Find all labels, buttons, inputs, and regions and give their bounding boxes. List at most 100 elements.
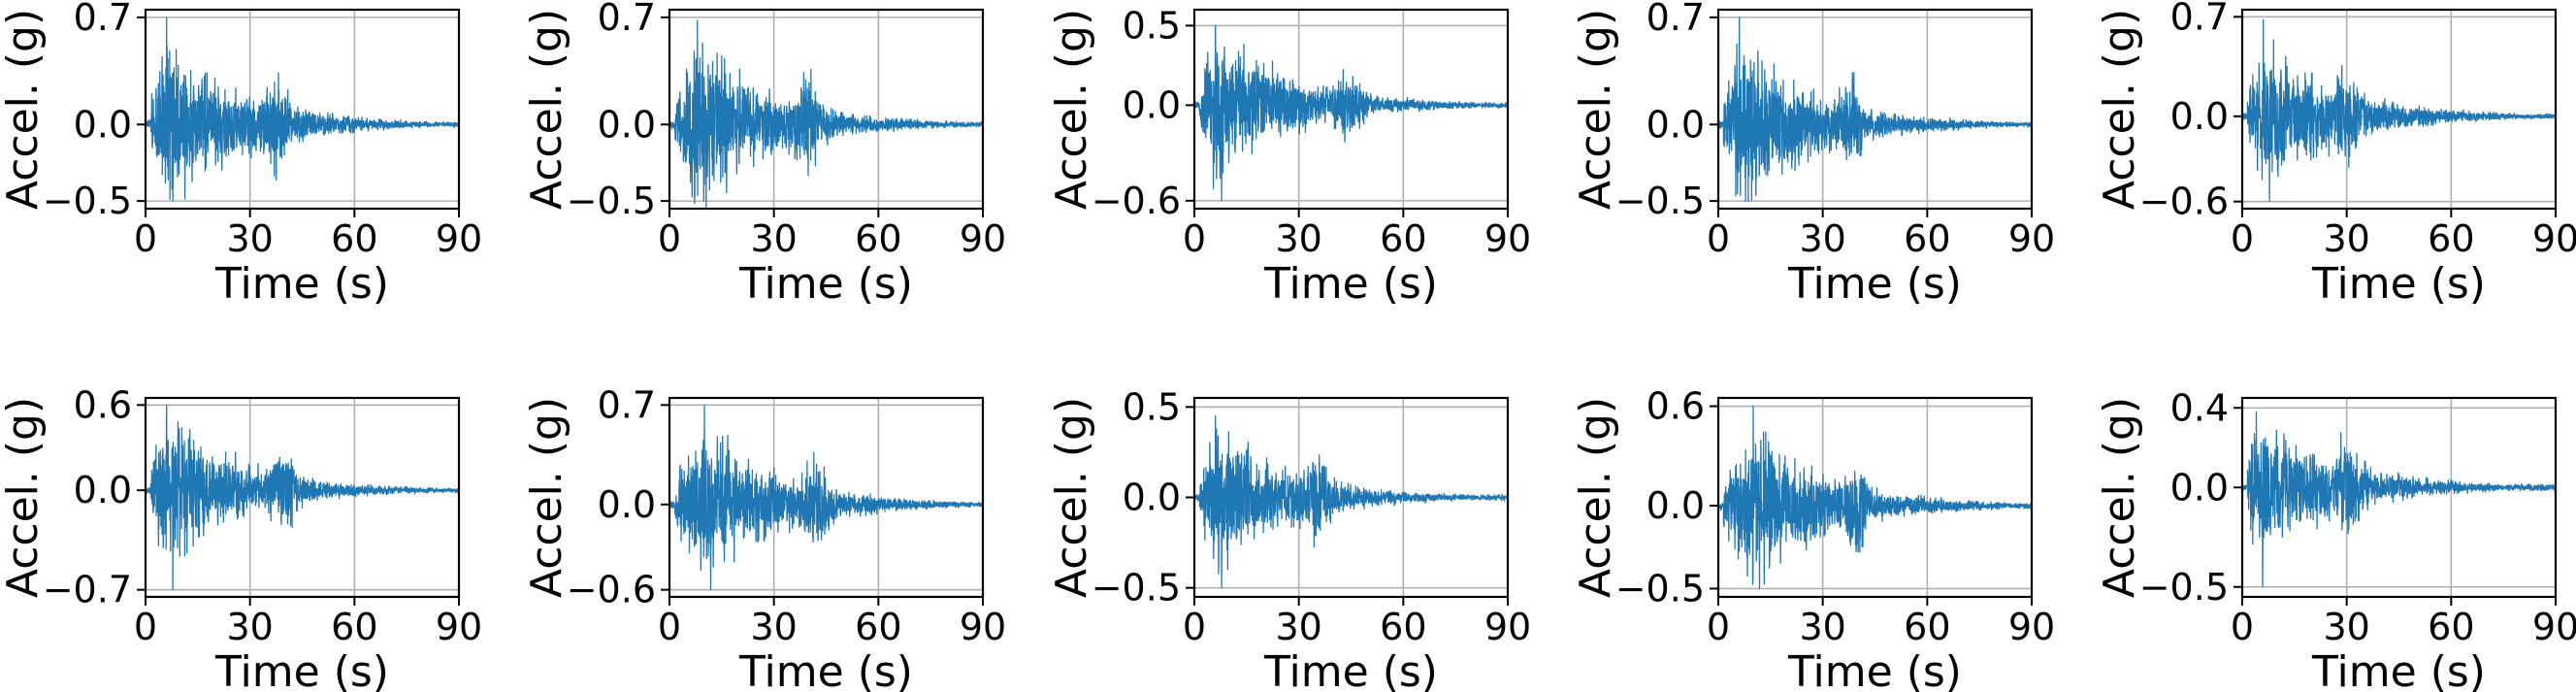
- y-tick-label: −0.6: [1092, 180, 1181, 222]
- x-tick-label: 60: [331, 217, 377, 260]
- acceleration-series: [145, 404, 460, 591]
- acceleration-series: [145, 16, 460, 202]
- x-axis-label: Time (s): [214, 259, 389, 309]
- y-axis-label: Accel. (g): [0, 9, 48, 210]
- plot-frame: [2240, 8, 2558, 211]
- y-axis-label: Accel. (g): [1047, 397, 1096, 598]
- x-tick-label: 90: [2532, 217, 2576, 260]
- x-tick-label: 0: [1707, 606, 1730, 648]
- y-tick-label: 0.0: [2170, 466, 2229, 509]
- x-tick-label: 0: [2231, 606, 2254, 648]
- x-tick-label: 0: [2231, 217, 2254, 260]
- y-axis-label: Accel. (g): [0, 397, 48, 598]
- y-tick-label: 0.0: [1647, 484, 1705, 527]
- y-tick-label: −0.5: [1092, 567, 1181, 610]
- x-tick-label: 60: [331, 606, 377, 648]
- y-tick-label: −0.7: [43, 569, 132, 611]
- y-tick-label: 0.4: [2170, 386, 2229, 429]
- x-tick-label: 90: [1484, 217, 1531, 260]
- x-tick-label: 0: [134, 606, 157, 648]
- y-tick-label: 0.0: [598, 483, 656, 526]
- subplot-10: 0 30 60 90 −0.5 0.0 0.4 Time (s) Accel. (g): [2095, 386, 2576, 692]
- x-axis-label: Time (s): [1263, 259, 1438, 309]
- subplot-4: 0 30 60 90 −0.5 0.0 0.7 Time (s) Accel. (g): [1571, 0, 2055, 309]
- y-tick-label: 0.7: [1647, 0, 1705, 39]
- subplot-2: 0 30 60 90 −0.5 0.0 0.7 Time (s) Accel. (g): [522, 0, 1006, 309]
- y-axis-label: Accel. (g): [1047, 9, 1096, 210]
- x-tick-label: 30: [750, 606, 797, 648]
- y-tick-label: 0.0: [598, 103, 656, 146]
- y-tick-label: 0.7: [598, 383, 656, 426]
- x-tick-label: 60: [855, 606, 901, 648]
- y-tick-label: −0.5: [567, 180, 656, 222]
- x-axis-label: Time (s): [1787, 259, 1962, 309]
- y-tick-label: −0.5: [2139, 566, 2229, 609]
- x-tick-label: 30: [1799, 217, 1845, 260]
- x-tick-label: 30: [2323, 606, 2369, 648]
- plot-frame: [2240, 396, 2558, 599]
- x-tick-label: 60: [1380, 217, 1426, 260]
- x-axis-label: Time (s): [2311, 259, 2486, 309]
- x-axis-label: Time (s): [1787, 647, 1962, 692]
- x-tick-label: 90: [436, 606, 482, 648]
- acceleration-series: [1193, 24, 1509, 202]
- subplot-5: 0 30 60 90 −0.6 0.0 0.7 Time (s) Accel. (g): [2095, 0, 2576, 309]
- y-tick-label: 0.0: [1647, 103, 1705, 146]
- x-tick-label: 90: [2008, 606, 2055, 648]
- y-tick-label: 0.0: [74, 469, 132, 511]
- y-axis-label: Accel. (g): [1571, 9, 1620, 210]
- x-tick-label: 90: [1484, 606, 1531, 648]
- plot-frame: [144, 8, 461, 211]
- y-tick-label: 0.7: [598, 0, 656, 39]
- x-tick-label: 0: [134, 217, 157, 260]
- subplot-3: 0 30 60 90 −0.6 0.0 0.5 Time (s) Accel. (g): [1047, 4, 1531, 309]
- x-tick-label: 30: [1799, 606, 1845, 648]
- x-tick-label: 0: [1183, 606, 1206, 648]
- acceleration-series: [1193, 414, 1509, 589]
- y-axis-label: Accel. (g): [2095, 9, 2144, 210]
- x-tick-label: 30: [750, 217, 797, 260]
- x-axis-label: Time (s): [214, 647, 389, 692]
- subplot-9: 0 30 60 90 −0.5 0.0 0.6 Time (s) Accel. (g): [1571, 385, 2055, 692]
- x-tick-label: 30: [1275, 606, 1321, 648]
- y-tick-label: 0.6: [74, 383, 132, 426]
- y-tick-label: 0.0: [2170, 95, 2229, 138]
- x-axis-label: Time (s): [738, 259, 913, 309]
- acceleration-series: [2241, 18, 2557, 203]
- y-tick-label: 0.6: [1647, 385, 1705, 428]
- x-tick-label: 30: [2323, 217, 2369, 260]
- x-tick-label: 0: [658, 606, 681, 648]
- x-axis-label: Time (s): [2311, 647, 2486, 692]
- acceleration-series: [1717, 16, 2033, 203]
- subplot-1: 0 30 60 90 −0.5 0.0 0.7 Time (s) Accel. (g): [0, 0, 482, 309]
- subplot-8: 0 30 60 90 −0.5 0.0 0.5 Time (s) Accel. (g): [1047, 385, 1531, 692]
- plot-frame: [1716, 396, 2034, 599]
- x-tick-label: 90: [2008, 217, 2055, 260]
- y-tick-label: −0.5: [1615, 567, 1705, 610]
- x-axis-label: Time (s): [1263, 647, 1438, 692]
- x-tick-label: 90: [960, 217, 1006, 260]
- plot-frame: [668, 8, 985, 211]
- acceleration-series: [1717, 405, 2033, 590]
- x-axis-label: Time (s): [738, 647, 913, 692]
- x-tick-label: 60: [2428, 606, 2474, 648]
- y-tick-label: −0.5: [43, 180, 132, 222]
- plot-frame: [1716, 8, 2034, 211]
- x-tick-label: 30: [1275, 217, 1321, 260]
- subplot-7: 0 30 60 90 −0.6 0.0 0.7 Time (s) Accel. (g): [522, 383, 1006, 692]
- x-tick-label: 90: [436, 217, 482, 260]
- x-tick-label: 60: [1380, 606, 1426, 648]
- acceleration-series: [2241, 411, 2557, 588]
- y-tick-label: −0.5: [1615, 180, 1705, 222]
- x-tick-label: 0: [1183, 217, 1206, 260]
- y-tick-label: −0.6: [567, 569, 656, 611]
- x-tick-label: 60: [2428, 217, 2474, 260]
- x-tick-label: 60: [1904, 217, 1950, 260]
- y-tick-label: 0.7: [2170, 0, 2229, 38]
- y-tick-label: 0.7: [74, 0, 132, 39]
- x-tick-label: 60: [855, 217, 901, 260]
- x-tick-label: 0: [1707, 217, 1730, 260]
- subplot-6: 0 30 60 90 −0.7 0.0 0.6 Time (s) Accel. (g): [0, 383, 482, 692]
- x-tick-label: 60: [1904, 606, 1950, 648]
- y-tick-label: 0.0: [1123, 477, 1181, 519]
